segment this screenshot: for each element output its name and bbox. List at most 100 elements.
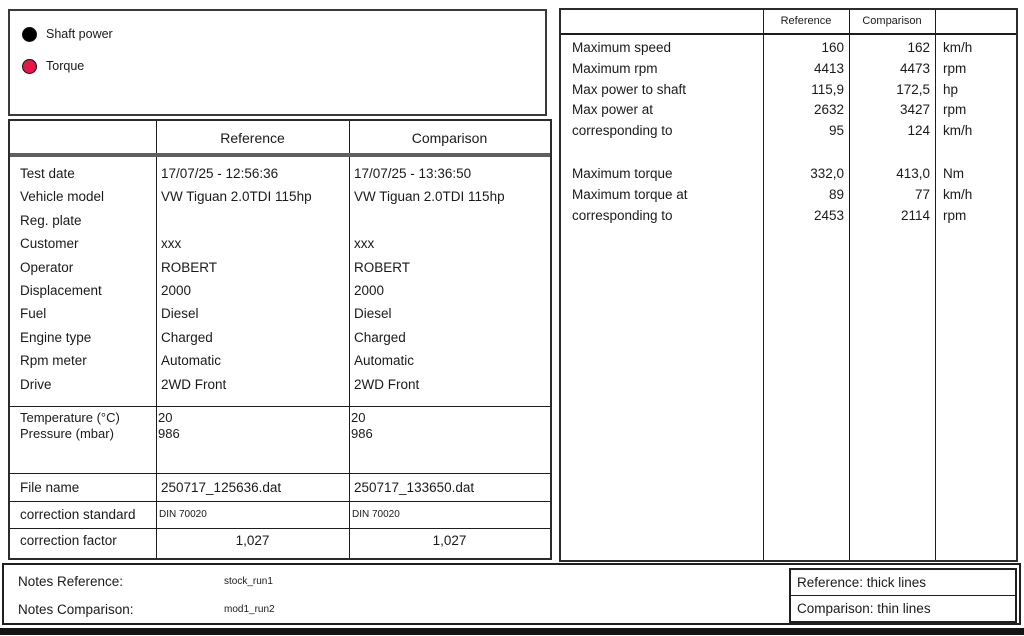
- column-divider: [763, 10, 764, 560]
- vehicle-info-table: Reference Comparison Test date 17/07/25 …: [8, 119, 552, 560]
- result-row-comparison-value: 162: [907, 40, 930, 55]
- info-row-reference-value: 2000: [161, 282, 192, 298]
- result-row-reference-value: 115,9: [811, 81, 844, 97]
- info-table-row: Drive 2WD Front 2WD Front: [10, 373, 550, 396]
- result-row-label: Maximum rpm: [572, 60, 658, 76]
- info-row-reference-value: Diesel: [161, 306, 199, 322]
- file-name-label: File name: [20, 480, 80, 495]
- info-row-label: Fuel: [20, 306, 47, 322]
- result-row-unit: rpm: [943, 60, 967, 76]
- notes-comparison-value: mod1_run2: [224, 603, 275, 615]
- info-header-comparison: Comparison: [411, 130, 488, 146]
- result-row-reference-value: 2453: [813, 207, 844, 223]
- result-row-reference-value: 4413: [813, 60, 844, 76]
- result-row-comparison-value: 124: [907, 123, 930, 139]
- info-row-label: Reg. plate: [20, 212, 82, 228]
- info-row-label: Drive: [20, 376, 52, 392]
- results-header-units: [935, 10, 1016, 33]
- info-row-comparison-value: 20: [351, 410, 366, 425]
- results-table-row: Maximum torque 332,0 413,0 Nm: [561, 164, 1016, 185]
- result-row-label: Max power to shaft: [572, 81, 687, 97]
- info-table-row: Test date 17/07/25 - 12:56:36 17/07/25 -…: [10, 162, 550, 185]
- result-row-comparison-value: 172,5: [896, 81, 930, 97]
- file-name-comparison: 250717_133650.dat: [354, 480, 475, 495]
- correction-standard-label: correction standard: [20, 507, 136, 522]
- header-double-rule: [561, 33, 1016, 35]
- result-row-unit: km/h: [943, 186, 973, 202]
- file-name-reference: 250717_125636.dat: [161, 480, 282, 495]
- info-row-label: Temperature (°C): [20, 410, 120, 425]
- result-row-unit: Nm: [943, 165, 964, 181]
- results-table-row: Maximum speed 160 162 km/h: [561, 38, 1016, 59]
- series-label: Torque: [46, 59, 85, 73]
- result-row-comparison-value: 4473: [899, 60, 930, 76]
- info-header-reference: Reference: [220, 130, 285, 146]
- info-table-row: Pressure (mbar) 986 986: [10, 426, 550, 442]
- correction-factor-reference: 1,027: [235, 533, 270, 548]
- result-row-label: Max power at: [572, 102, 654, 118]
- correction-factor-section: correction factor 1,027 1,027: [10, 528, 550, 554]
- column-divider: [935, 10, 936, 560]
- info-row-comparison-value: Charged: [354, 329, 406, 345]
- info-row-label: Rpm meter: [20, 353, 87, 369]
- correction-factor-label: correction factor: [20, 533, 117, 548]
- info-row-comparison-value: 17/07/25 - 13:36:50: [354, 166, 472, 181]
- info-table-row: Reg. plate: [10, 209, 550, 232]
- results-table-row: Maximum rpm 4413 4473 rpm: [561, 59, 1016, 80]
- results-table: Reference Comparison Maximum speed 160 1…: [559, 8, 1018, 562]
- plot-series-legend: Shaft power Torque: [8, 9, 547, 116]
- info-row-reference-value: ROBERT: [161, 259, 218, 275]
- result-row-label: Maximum torque at: [572, 186, 688, 202]
- result-row-label: Maximum torque: [572, 165, 673, 181]
- torque-results: Maximum torque 332,0 413,0 Nm Maximum to…: [561, 164, 1016, 226]
- info-table-row: Fuel Diesel Diesel: [10, 302, 550, 325]
- info-row-comparison-value: 2000: [354, 282, 385, 298]
- result-row-label: corresponding to: [572, 207, 673, 223]
- bottom-edge-bar: [0, 628, 1024, 635]
- legend-item: Shaft power: [22, 18, 545, 50]
- info-row-reference-value: Automatic: [161, 353, 222, 369]
- results-table-row: corresponding to 95 124 km/h: [561, 121, 1016, 142]
- correction-standard-section: correction standard DIN 70020 DIN 70020: [10, 501, 550, 528]
- results-body: Maximum speed 160 162 km/h Maximum rpm 4…: [561, 35, 1016, 226]
- info-main-section: Test date 17/07/25 - 12:56:36 17/07/25 -…: [10, 157, 550, 406]
- info-row-label: Displacement: [20, 282, 102, 298]
- info-row-label: Vehicle model: [20, 189, 105, 205]
- info-row-comparison-value: ROBERT: [354, 259, 411, 275]
- info-row-label: Test date: [20, 166, 75, 181]
- info-row-reference-value: 2WD Front: [161, 376, 227, 392]
- correction-standard-comparison: DIN 70020: [352, 509, 400, 520]
- info-header-empty: [10, 121, 156, 155]
- result-row-unit: rpm: [943, 102, 967, 118]
- info-row-comparison-value: [349, 209, 550, 232]
- result-row-unit: hp: [943, 81, 959, 97]
- correction-standard-reference: DIN 70020: [159, 509, 207, 520]
- info-row-comparison-value: 986: [351, 425, 373, 441]
- results-header-reference: Reference: [780, 15, 832, 27]
- info-environment-section: Temperature (°C) 20 20 Pressure (mbar) 9…: [10, 406, 550, 473]
- info-row-reference-value: xxx: [161, 236, 182, 252]
- info-table-row: Vehicle model VW Tiguan 2.0TDI 115hp VW …: [10, 185, 550, 208]
- info-row-comparison-value: Diesel: [354, 306, 392, 322]
- info-row-comparison-value: xxx: [354, 236, 375, 252]
- info-row-reference-value: Charged: [161, 329, 213, 345]
- notes-reference-row: Notes Reference: stock_run1: [18, 567, 1019, 595]
- info-row-label: Operator: [20, 259, 74, 275]
- info-table-row: Displacement 2000 2000: [10, 279, 550, 302]
- results-table-header: Reference Comparison: [561, 10, 1016, 33]
- results-table-row: Max power to shaft 115,9 172,5 hp: [561, 80, 1016, 101]
- result-row-reference-value: 332,0: [810, 165, 844, 181]
- info-row-label: Customer: [20, 236, 79, 252]
- info-row-reference-value: 17/07/25 - 12:56:36: [161, 166, 279, 181]
- line-styles-legend: Reference: thick lines Comparison: thin …: [789, 568, 1017, 623]
- results-header-empty: [561, 10, 763, 33]
- notes-comparison-row: Notes Comparison: mod1_run2: [18, 595, 1019, 623]
- result-row-unit: km/h: [943, 40, 973, 55]
- info-row-comparison-value: Automatic: [354, 353, 415, 369]
- reference-line-style: Reference: thick lines: [797, 575, 927, 590]
- result-row-reference-value: 89: [828, 186, 844, 202]
- series-label: Shaft power: [46, 27, 113, 41]
- info-table-row: Customer xxx xxx: [10, 232, 550, 255]
- result-row-comparison-value: 2114: [900, 207, 930, 223]
